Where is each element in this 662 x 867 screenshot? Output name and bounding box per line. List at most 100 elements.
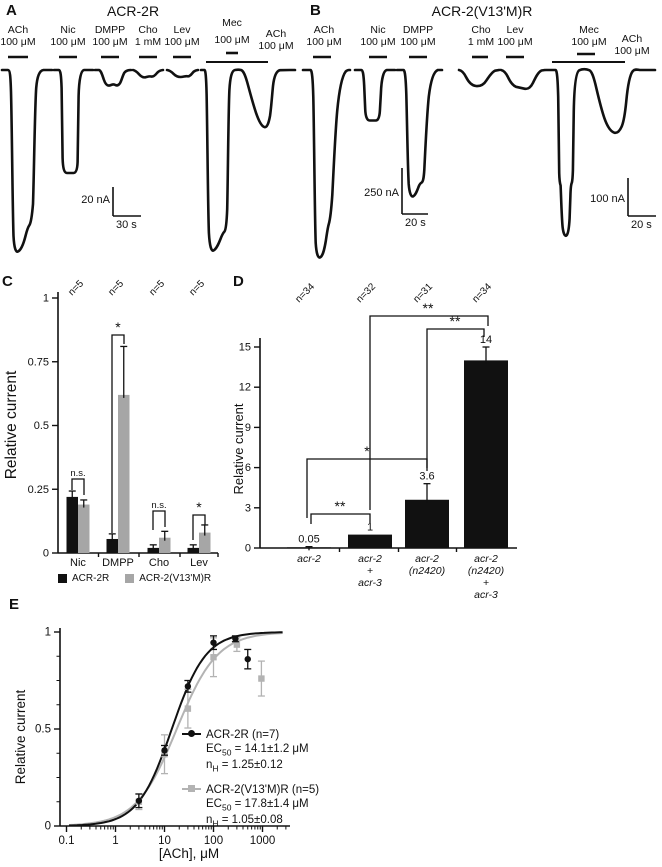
significance-bracket: [111, 334, 125, 533]
panel-letter-d: D: [233, 273, 244, 290]
panel-b-traces: [301, 52, 657, 259]
bar-acr2r-DMPP: [106, 538, 118, 553]
data-point: [161, 751, 168, 758]
bar-acr2r-Lev: [187, 547, 199, 553]
panel-letter-a: A: [6, 2, 17, 19]
svg-text:n=34: n=34: [293, 281, 317, 305]
svg-text:6: 6: [245, 462, 251, 474]
bar-1: [348, 534, 392, 548]
line-square-marker-icon: [182, 785, 201, 793]
significance-bracket: [426, 328, 485, 468]
significance-bracket: [152, 510, 166, 530]
data-point: [258, 675, 265, 682]
panel-c-legend: ACR-2R ACR-2(V13'M)R: [58, 573, 211, 584]
svg-text:n=5: n=5: [66, 278, 86, 298]
bar-0: [287, 547, 331, 548]
svg-text:**: **: [335, 498, 346, 514]
scalebar-b2-time: 20 s: [631, 219, 652, 231]
scalebar-b1-amplitude: 250 nA: [364, 187, 399, 199]
data-point: [184, 683, 192, 690]
data-point: [210, 654, 217, 661]
panel-letter-b: B: [310, 2, 321, 19]
svg-text:n=32: n=32: [354, 281, 378, 305]
svg-text:n=5: n=5: [106, 278, 126, 298]
trace-b-dmpp: [395, 68, 444, 198]
legend-item-acr2r: ACR-2R: [58, 573, 109, 584]
svg-text:**: **: [450, 313, 461, 329]
trace-a-ach: [0, 68, 54, 253]
data-point: [210, 639, 217, 646]
bar-3: [464, 360, 508, 548]
svg-text:(n2420): (n2420): [409, 565, 445, 577]
svg-text:n.s.: n.s.: [151, 500, 166, 511]
significance-bracket: [369, 315, 489, 510]
svg-text:1: 1: [367, 522, 373, 534]
svg-text:3.6: 3.6: [419, 471, 434, 483]
drug-label-a-ach1: ACh 100 μM: [0, 24, 36, 48]
svg-text:acr-2: acr-2: [358, 553, 382, 565]
drug-label-a-ach2: ACh 100 μM: [258, 28, 294, 52]
svg-text:0: 0: [45, 821, 51, 833]
panel-a-title: ACR-2R: [106, 3, 160, 19]
svg-text:acr-3: acr-3: [474, 589, 498, 601]
svg-text:0.5: 0.5: [35, 724, 51, 736]
svg-text:n=31: n=31: [411, 281, 435, 305]
data-point: [135, 797, 143, 804]
trace-b-lev: [499, 68, 547, 91]
svg-text:n=5: n=5: [147, 278, 167, 298]
significance-bracket: [306, 458, 428, 518]
svg-text:acr-2: acr-2: [297, 553, 321, 565]
trace-a-lev: [165, 68, 200, 79]
svg-text:acr-2: acr-2: [474, 553, 498, 565]
svg-text:n=5: n=5: [187, 278, 207, 298]
svg-text:*: *: [196, 499, 202, 515]
svg-text:Cho: Cho: [149, 557, 169, 569]
svg-text:10: 10: [158, 835, 171, 847]
panel-a-traces: [0, 51, 297, 253]
trace-b-ach: [301, 68, 352, 259]
panel-e-legend: ACR-2R (n=7) EC50 = 14.1±1.2 μM nH = 1.2…: [182, 729, 319, 839]
svg-text:0.75: 0.75: [28, 356, 49, 368]
trace-b-nic: [353, 68, 397, 122]
svg-text:Relative current: Relative current: [13, 689, 28, 784]
trace-b-cho: [457, 68, 501, 88]
scalebar-b1-time: 20 s: [405, 217, 426, 229]
bar-acr2v13m-DMPP: [118, 394, 130, 553]
bar-acr2v13m-Lev: [199, 532, 211, 553]
panel-letter-c: C: [2, 273, 13, 290]
data-point: [135, 798, 143, 805]
data-point: [232, 635, 239, 642]
trace-a-mec-ach: [199, 68, 297, 252]
drug-label-a-cho: Cho 1 mM: [134, 24, 162, 48]
legend-item-acr2v13m: ACR-2(V13'M)R: [125, 573, 211, 584]
bar-2: [405, 499, 449, 548]
svg-text:1: 1: [112, 835, 118, 847]
scalebar-a-time: 30 s: [116, 219, 137, 231]
data-point: [184, 705, 192, 712]
trace-a-dmpp: [93, 68, 133, 87]
drug-label-a-mec: Mec 100 μM: [214, 17, 250, 46]
scalebar-b2-amplitude: 100 nA: [590, 193, 625, 205]
svg-text:Lev: Lev: [190, 557, 208, 569]
drug-label-b-lev: Lev 100 μM: [497, 24, 533, 48]
trace-b-mec-ach: [544, 68, 657, 238]
svg-text:Nic: Nic: [70, 557, 86, 569]
svg-text:0.5: 0.5: [34, 420, 49, 432]
drug-label-b-ach1: ACh 100 μM: [306, 24, 342, 48]
scalebar-b1: [401, 168, 428, 215]
bar-acr2v13m-Nic: [78, 504, 90, 553]
svg-text:Relative current: Relative current: [3, 370, 20, 479]
legend-swatch-gray: [125, 574, 135, 583]
svg-text:12: 12: [239, 382, 251, 394]
data-point: [244, 655, 251, 663]
bar-acr2r-Cho: [147, 547, 159, 553]
drug-label-a-dmpp: DMPP 100 μM: [92, 24, 128, 48]
line-circle-marker-icon: [182, 730, 201, 737]
svg-text:n=34: n=34: [470, 281, 494, 305]
svg-text:DMPP: DMPP: [102, 557, 134, 569]
drug-label-b-dmpp: DMPP 100 μM: [400, 24, 436, 48]
svg-text:0: 0: [43, 548, 49, 560]
bar-acr2v13m-Cho: [159, 537, 171, 553]
svg-text:14: 14: [480, 334, 492, 346]
